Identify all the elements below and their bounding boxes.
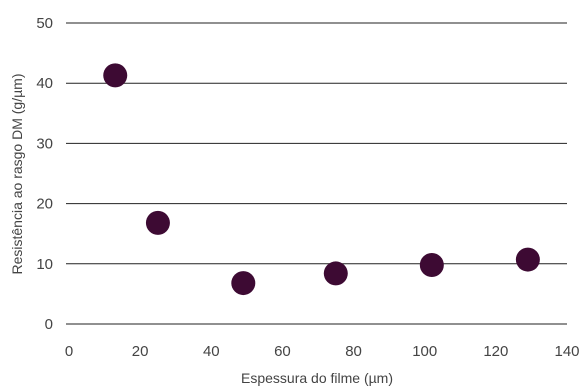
y-tick-label: 20	[36, 196, 53, 213]
data-point	[515, 247, 540, 272]
x-tick-label: 80	[345, 343, 362, 360]
grid-lines	[66, 22, 567, 325]
x-tick-label: 0	[65, 343, 73, 360]
y-tick-labels: 0 10 20 30 40 50	[36, 15, 53, 333]
y-tick-label: 30	[36, 135, 53, 152]
data-point	[145, 210, 170, 235]
x-tick-label: 120	[483, 343, 508, 360]
x-tick-label: 40	[203, 343, 220, 360]
data-point	[323, 261, 348, 286]
x-tick-labels: 0 20 40 60 80 100 120 140	[65, 343, 580, 360]
x-tick-label: 100	[412, 343, 437, 360]
y-tick-label: 50	[36, 15, 53, 32]
data-point	[103, 63, 128, 88]
data-point	[419, 253, 444, 278]
y-tick-label: 0	[45, 316, 53, 333]
x-axis-label: Espessura do filme (µm)	[241, 370, 393, 386]
y-tick-label: 40	[36, 75, 53, 92]
x-tick-label: 60	[274, 343, 291, 360]
data-points	[103, 63, 540, 296]
y-axis-label: Resistência ao rasgo DM (g/µm)	[9, 73, 25, 274]
x-tick-label: 20	[132, 343, 149, 360]
x-tick-label: 140	[554, 343, 579, 360]
y-tick-label: 10	[36, 256, 53, 273]
data-point	[231, 271, 256, 296]
